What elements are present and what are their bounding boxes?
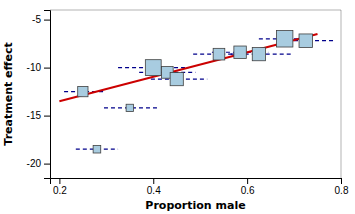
y-tick: -20 (27, 158, 50, 169)
x-tick-label: 0.2 (53, 185, 67, 196)
x-axis-title: Proportion male (145, 199, 245, 212)
x-tick-label: 0.8 (335, 185, 349, 196)
y-tick-label: -20 (27, 158, 42, 169)
x-tick: 0.2 (53, 178, 67, 196)
x-tick: 0.4 (147, 178, 161, 196)
y-tick-label: -15 (27, 110, 42, 121)
x-tick-label: 0.4 (147, 185, 161, 196)
point (299, 34, 313, 48)
x-tick-mark (153, 178, 154, 184)
y-tick-mark (44, 116, 50, 117)
frame-top (50, 10, 341, 11)
y-axis: -5 -10 -15 -20 (27, 11, 51, 179)
point (276, 31, 292, 47)
point (213, 48, 225, 60)
point (78, 86, 88, 96)
x-tick-label: 0.6 (241, 185, 255, 196)
point (145, 60, 161, 76)
y-tick-label: -10 (27, 62, 42, 73)
marks (59, 31, 334, 153)
x-axis: 0.2 0.4 0.6 0.8 (51, 178, 349, 196)
point (126, 104, 133, 111)
x-tick-mark (59, 178, 60, 184)
x-axis-line (51, 179, 342, 185)
y-axis-line (44, 11, 51, 179)
x-tick-mark (247, 178, 248, 184)
y-tick: -5 (32, 14, 50, 25)
plot: 0.2 0.4 0.6 0.8 -5 -10 -15 -20 Proportion male Tr… (2, 10, 349, 212)
y-tick: -10 (27, 62, 50, 73)
y-tick-mark (44, 164, 50, 165)
y-tick-mark (44, 68, 50, 69)
y-axis-title: Treatment effect (2, 42, 15, 145)
chart: 0.2 0.4 0.6 0.8 -5 -10 -15 -20 Proportion male Tr… (0, 0, 355, 214)
y-tick-mark (44, 20, 50, 21)
frame-right (341, 10, 342, 178)
x-tick: 0.6 (241, 178, 255, 196)
y-tick: -15 (27, 110, 50, 121)
point (252, 48, 265, 61)
point (93, 145, 101, 153)
x-tick: 0.8 (335, 178, 349, 196)
point (170, 73, 183, 86)
x-tick-mark (341, 178, 342, 184)
point (234, 46, 246, 58)
y-tick-label: -5 (32, 14, 41, 25)
